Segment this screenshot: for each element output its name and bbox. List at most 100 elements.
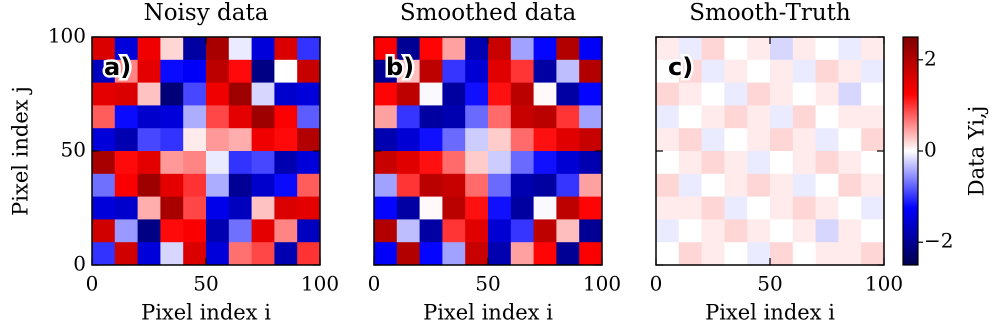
heat-cell — [228, 82, 252, 106]
heat-cell — [274, 242, 298, 266]
y-tick-label: 50 — [61, 138, 86, 162]
heat-cell — [274, 105, 298, 129]
heat-cell — [183, 59, 207, 83]
heat-cell — [488, 219, 512, 243]
heat-cell — [396, 242, 420, 266]
heat-cell — [792, 59, 816, 83]
heat-cell — [374, 105, 398, 129]
heat-cell — [770, 128, 794, 152]
heat-cell — [579, 82, 603, 106]
heat-cell — [206, 151, 230, 175]
heat-cell — [183, 128, 207, 152]
heat-cell — [656, 151, 680, 175]
heat-cell — [579, 151, 603, 175]
x-tick-label: 0 — [650, 272, 663, 296]
heat-cell — [228, 105, 252, 129]
heat-cell — [510, 82, 534, 106]
heat-cell — [297, 173, 321, 197]
heat-cell — [488, 151, 512, 175]
heat-cell — [747, 196, 771, 220]
heat-cell — [488, 82, 512, 106]
heat-cell — [815, 196, 839, 220]
heat-cell — [815, 128, 839, 152]
heat-cell — [228, 151, 252, 175]
heat-cell — [533, 173, 557, 197]
heat-cell — [442, 82, 466, 106]
heat-cell — [678, 82, 702, 106]
heat-cell — [579, 173, 603, 197]
heat-cell — [701, 173, 725, 197]
x-tick-label: 0 — [368, 272, 381, 296]
heat-cell — [861, 173, 885, 197]
heat-cell — [724, 242, 748, 266]
heat-cell — [747, 128, 771, 152]
heat-cell — [556, 37, 580, 61]
heat-cell — [183, 242, 207, 266]
heat-cell — [556, 82, 580, 106]
heat-cell — [92, 196, 116, 220]
heat-cell — [419, 37, 443, 61]
heat-cell — [770, 105, 794, 129]
heat-cell — [488, 37, 512, 61]
heat-cell — [656, 82, 680, 106]
heat-cell — [815, 219, 839, 243]
heat-cell — [792, 37, 816, 61]
heat-cell — [374, 173, 398, 197]
heat-cell — [442, 219, 466, 243]
x-tick-label: 100 — [583, 272, 621, 296]
y-tick-label: 100 — [48, 24, 86, 48]
heat-cell — [510, 151, 534, 175]
heat-cell — [792, 128, 816, 152]
heat-cell — [206, 82, 230, 106]
heat-cell — [274, 196, 298, 220]
heat-cell — [770, 82, 794, 106]
heat-cell — [556, 128, 580, 152]
heat-cell — [465, 82, 489, 106]
heat-cell — [861, 59, 885, 83]
heat-cell — [488, 59, 512, 83]
heat-cell — [137, 128, 161, 152]
heat-cell — [861, 128, 885, 152]
heat-cell — [556, 59, 580, 83]
heat-cell — [92, 82, 116, 106]
heat-cell — [274, 59, 298, 83]
panel-label: a) — [104, 53, 131, 81]
heat-cell — [792, 173, 816, 197]
heat-cell — [533, 59, 557, 83]
heat-cell — [556, 196, 580, 220]
heat-cell — [274, 128, 298, 152]
heat-cell — [701, 196, 725, 220]
heat-cell — [533, 82, 557, 106]
heat-cell — [419, 196, 443, 220]
heat-cell — [792, 196, 816, 220]
chart-title: Noisy data — [144, 0, 269, 26]
heat-cell — [838, 173, 862, 197]
heat-cell — [747, 59, 771, 83]
x-axis-label: Pixel index i — [423, 301, 553, 325]
heat-cell — [510, 128, 534, 152]
heat-cell — [183, 196, 207, 220]
heat-cell — [533, 196, 557, 220]
heat-cell — [251, 37, 275, 61]
heat-cell — [183, 151, 207, 175]
heat-cell — [206, 173, 230, 197]
heat-cell — [770, 37, 794, 61]
heat-cell — [419, 82, 443, 106]
heat-cell — [510, 59, 534, 83]
x-tick-label: 100 — [865, 272, 903, 296]
heat-cell — [396, 59, 420, 83]
heat-cell — [770, 196, 794, 220]
heat-cell — [861, 82, 885, 106]
heat-cell — [792, 219, 816, 243]
heat-cell — [556, 105, 580, 129]
heat-cell — [114, 82, 138, 106]
heat-cell — [114, 196, 138, 220]
heat-cell — [297, 196, 321, 220]
heat-cell — [701, 59, 725, 83]
heat-cell — [206, 37, 230, 61]
heat-cell — [861, 242, 885, 266]
heat-cell — [297, 82, 321, 106]
heat-cell — [579, 37, 603, 61]
heat-cell — [701, 37, 725, 61]
